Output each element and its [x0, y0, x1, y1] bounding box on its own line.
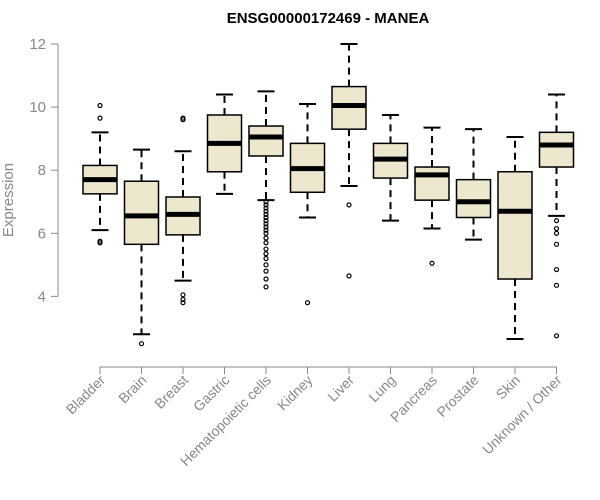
- x-tick-label: Bladder: [63, 372, 109, 418]
- outlier-point: [304, 300, 311, 306]
- box-group: [455, 128, 492, 241]
- outlier-point: [263, 240, 269, 246]
- outlier-point: [97, 115, 103, 121]
- outlier-point: [553, 333, 560, 339]
- outlier-point: [263, 205, 269, 211]
- outlier-point: [263, 221, 269, 227]
- outlier-point: [263, 255, 269, 262]
- outlier-point: [553, 241, 560, 247]
- outlier-point: [97, 238, 103, 244]
- outlier-point: [553, 266, 560, 273]
- outlier-point: [553, 230, 560, 236]
- outlier-point: [263, 284, 269, 290]
- x-tick-label: Brain: [115, 372, 149, 406]
- outlier-point: [263, 230, 269, 236]
- box-group: [248, 90, 284, 290]
- x-tick-label: Breast: [151, 372, 191, 412]
- x-tick-label: Liver: [324, 372, 357, 405]
- box-iqr: [123, 180, 160, 246]
- box-group: [123, 148, 160, 347]
- box-group: [372, 113, 409, 222]
- box-iqr: [248, 125, 284, 157]
- box-iqr: [455, 178, 492, 219]
- outlier-point: [553, 218, 560, 224]
- outlier-point: [180, 115, 186, 121]
- outlier-point: [263, 208, 269, 214]
- outlier-point: [263, 211, 269, 217]
- chart-title: ENSG00000172469 - MANEA: [227, 10, 430, 27]
- box-group: [206, 93, 243, 195]
- box-group: [165, 115, 201, 306]
- outlier-point: [263, 268, 269, 274]
- box-group: [414, 126, 450, 266]
- x-tick-label: Skin: [493, 372, 524, 403]
- outlier-point: [263, 202, 269, 208]
- box-group: [538, 93, 575, 339]
- outlier-point: [263, 224, 269, 230]
- outlier-point: [553, 282, 560, 288]
- x-tick-label: Unknown / Other: [479, 372, 565, 458]
- box-series: [82, 43, 575, 347]
- outlier-point: [180, 300, 186, 306]
- y-axis-label: Expression: [0, 163, 17, 237]
- outlier-point: [553, 225, 560, 232]
- x-tick-label: Kidney: [274, 372, 316, 414]
- outlier-point: [263, 246, 269, 252]
- x-tick-label: Prostate: [433, 372, 481, 420]
- y-tick-label: 4: [38, 288, 46, 305]
- outlier-point: [263, 227, 269, 233]
- outlier-point: [263, 262, 269, 268]
- y-tick-label: 6: [38, 225, 46, 242]
- outlier-point: [180, 296, 186, 303]
- outlier-point: [263, 218, 269, 224]
- y-tick-label: 12: [29, 36, 46, 53]
- outlier-point: [263, 214, 269, 221]
- outlier-point: [138, 341, 145, 347]
- outlier-point: [263, 199, 269, 205]
- box-group: [289, 102, 326, 306]
- outlier-point: [346, 273, 352, 279]
- outlier-point: [180, 292, 186, 298]
- y-tick-label: 8: [38, 162, 46, 179]
- box-iqr: [497, 171, 533, 280]
- box-iqr: [538, 131, 575, 168]
- y-tick-label: 10: [29, 99, 46, 116]
- x-tick-label: Lung: [365, 372, 398, 405]
- box-group: [82, 102, 118, 246]
- box-group: [497, 136, 533, 340]
- outlier-point: [263, 251, 269, 257]
- y-axis: 4 6 8 10 12: [29, 36, 59, 305]
- outlier-point: [346, 202, 352, 208]
- outlier-point: [429, 260, 435, 266]
- outlier-point: [263, 276, 269, 282]
- box-iqr: [414, 166, 450, 201]
- outlier-point: [263, 235, 269, 241]
- box-group: [331, 43, 367, 279]
- outlier-point: [97, 102, 103, 109]
